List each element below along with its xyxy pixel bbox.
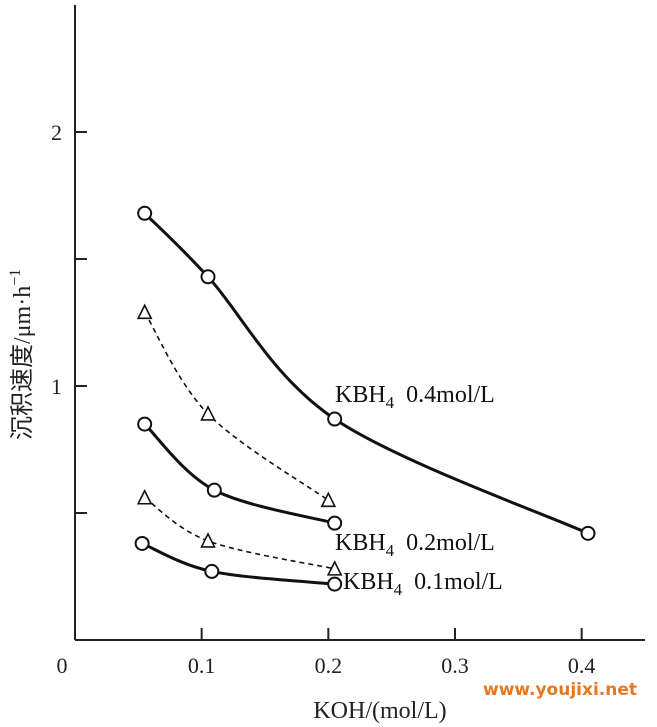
y-axis-title: 沉积速度/μm·h−1	[7, 269, 36, 440]
data-point	[200, 405, 216, 421]
x-tick-label: 0.1	[188, 653, 216, 678]
data-point	[200, 532, 216, 548]
watermark-text: www.youjixi.net	[483, 680, 637, 700]
data-point	[327, 411, 343, 427]
data-point	[134, 535, 150, 551]
data-point	[320, 491, 337, 508]
series-line	[143, 423, 336, 525]
data-point	[204, 563, 220, 579]
series-label: KBH4 0.2mol/L	[335, 530, 495, 560]
data-point	[200, 269, 216, 285]
x-tick-label: 0.3	[441, 653, 469, 678]
series-label: KBH4 0.4mol/L	[335, 382, 495, 412]
x-tick-label: 0	[57, 653, 68, 678]
data-point	[136, 303, 153, 320]
ticks: 0 0.1 0.2 0.3 0.4 1 2	[51, 120, 595, 678]
y-tick-label: 1	[51, 374, 62, 399]
y-tick-label: 2	[51, 120, 62, 145]
series-label: KBH4 0.1mol/L	[343, 569, 503, 599]
data-point	[327, 576, 343, 592]
data-point	[326, 560, 343, 576]
series-group	[134, 205, 596, 592]
data-point	[137, 205, 153, 221]
series-labels: KBH4 0.4mol/L KBH4 0.2mol/L KBH4 0.1mol/L www.…	[335, 382, 637, 700]
data-point	[206, 482, 222, 498]
x-tick-label: 0.4	[568, 653, 596, 678]
data-point	[137, 416, 153, 432]
series-line	[143, 212, 589, 535]
x-tick-label: 0.2	[315, 653, 343, 678]
data-point	[327, 515, 343, 531]
x-axis-title: KOH/(mol/L)	[313, 698, 446, 724]
axes: KOH/(mol/L) 沉积速度/μm·h−1	[7, 5, 645, 724]
data-point	[136, 488, 153, 505]
series-line	[143, 311, 329, 501]
data-point	[580, 525, 596, 541]
